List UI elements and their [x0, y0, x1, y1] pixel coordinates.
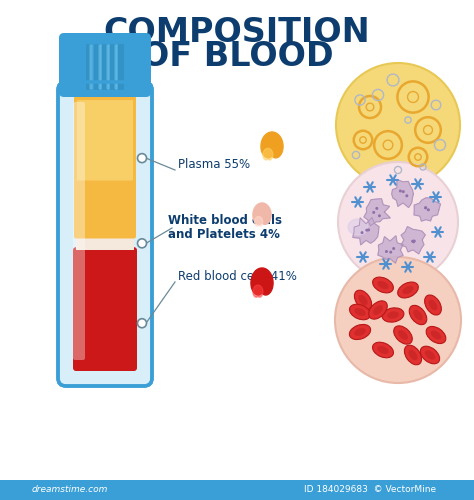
Polygon shape	[263, 148, 273, 160]
Ellipse shape	[398, 330, 408, 340]
Circle shape	[424, 206, 427, 210]
Circle shape	[137, 239, 146, 248]
Ellipse shape	[404, 345, 421, 365]
Ellipse shape	[382, 308, 404, 322]
FancyBboxPatch shape	[73, 247, 137, 371]
Ellipse shape	[373, 342, 393, 358]
Polygon shape	[364, 199, 390, 226]
Circle shape	[335, 257, 461, 383]
Ellipse shape	[413, 310, 423, 320]
Ellipse shape	[354, 328, 366, 336]
Ellipse shape	[354, 308, 365, 316]
Bar	[0, 480, 474, 500]
Ellipse shape	[409, 306, 427, 324]
Circle shape	[392, 247, 395, 250]
Text: and Platelets 4%: and Platelets 4%	[168, 228, 280, 240]
FancyBboxPatch shape	[59, 33, 151, 97]
Ellipse shape	[349, 324, 371, 340]
Circle shape	[378, 214, 381, 218]
Ellipse shape	[387, 312, 399, 318]
Ellipse shape	[425, 350, 435, 360]
Circle shape	[361, 231, 364, 234]
Text: COMPOSITION: COMPOSITION	[104, 16, 370, 48]
Polygon shape	[253, 285, 263, 297]
Circle shape	[367, 228, 370, 232]
Circle shape	[385, 250, 388, 253]
Circle shape	[372, 211, 375, 214]
Circle shape	[375, 207, 378, 210]
Ellipse shape	[369, 301, 387, 319]
FancyBboxPatch shape	[90, 44, 92, 90]
Ellipse shape	[373, 277, 393, 293]
Polygon shape	[353, 218, 379, 245]
FancyBboxPatch shape	[94, 44, 100, 90]
Ellipse shape	[377, 346, 389, 354]
Polygon shape	[255, 216, 263, 226]
Ellipse shape	[428, 300, 438, 310]
Ellipse shape	[431, 330, 441, 340]
Text: OF BLOOD: OF BLOOD	[141, 40, 333, 74]
Circle shape	[338, 162, 458, 282]
FancyBboxPatch shape	[102, 44, 108, 90]
Circle shape	[412, 240, 415, 244]
FancyBboxPatch shape	[110, 44, 116, 90]
Polygon shape	[261, 132, 283, 158]
Ellipse shape	[349, 304, 371, 320]
Ellipse shape	[394, 326, 412, 344]
Circle shape	[365, 228, 368, 232]
Polygon shape	[378, 236, 403, 263]
Circle shape	[427, 208, 430, 212]
FancyBboxPatch shape	[99, 44, 101, 90]
Circle shape	[389, 250, 392, 254]
Ellipse shape	[358, 294, 367, 306]
Circle shape	[137, 154, 146, 162]
FancyBboxPatch shape	[77, 100, 133, 180]
Text: White blood cells: White blood cells	[168, 214, 282, 226]
Polygon shape	[251, 268, 273, 295]
FancyBboxPatch shape	[74, 92, 136, 238]
FancyBboxPatch shape	[58, 82, 152, 386]
Ellipse shape	[377, 281, 389, 289]
FancyBboxPatch shape	[73, 102, 85, 360]
Text: dreamstime.com: dreamstime.com	[32, 486, 108, 494]
Circle shape	[336, 63, 460, 187]
Circle shape	[137, 318, 146, 328]
Polygon shape	[401, 226, 425, 254]
Circle shape	[413, 240, 416, 242]
Ellipse shape	[409, 350, 418, 360]
Ellipse shape	[402, 286, 414, 294]
Circle shape	[402, 190, 405, 193]
Ellipse shape	[398, 282, 419, 298]
FancyBboxPatch shape	[86, 44, 92, 90]
FancyBboxPatch shape	[118, 44, 124, 90]
FancyBboxPatch shape	[115, 44, 118, 90]
Ellipse shape	[355, 290, 372, 310]
Ellipse shape	[426, 326, 446, 344]
Ellipse shape	[373, 305, 383, 315]
Polygon shape	[348, 219, 368, 235]
Polygon shape	[414, 198, 440, 221]
Circle shape	[399, 190, 402, 192]
Text: ID 184029683  © VectorMine: ID 184029683 © VectorMine	[304, 486, 436, 494]
Ellipse shape	[420, 346, 440, 364]
Text: Plasma 55%: Plasma 55%	[178, 158, 250, 172]
Ellipse shape	[425, 295, 441, 315]
Circle shape	[411, 240, 414, 242]
Text: Red blood cells 41%: Red blood cells 41%	[178, 270, 297, 283]
Bar	[76, 236, 134, 250]
FancyBboxPatch shape	[107, 44, 109, 90]
Polygon shape	[392, 180, 413, 208]
Polygon shape	[253, 203, 271, 224]
Circle shape	[424, 206, 427, 210]
Circle shape	[405, 194, 408, 198]
